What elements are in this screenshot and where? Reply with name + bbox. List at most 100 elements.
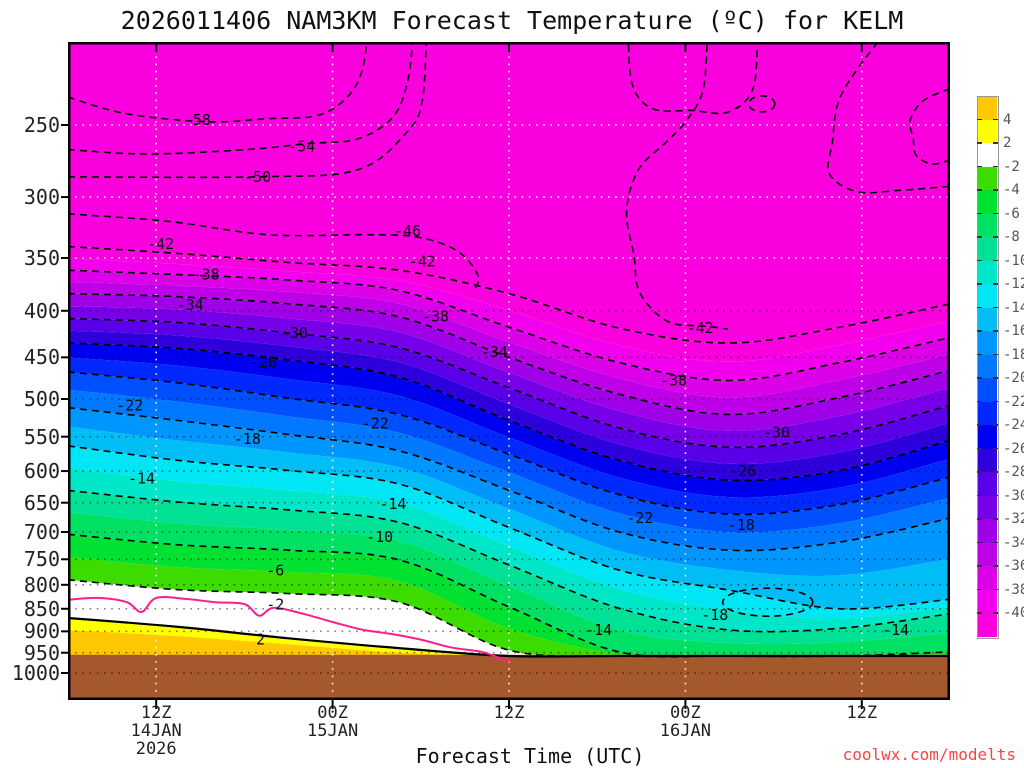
colorbar-tick [993,212,998,214]
colorbar-tick [993,330,998,332]
y-axis-label: 800 [23,572,60,597]
colorbar-segment [977,378,997,402]
colorbar-segment [977,96,997,120]
colorbar-label: 4 [1003,111,1012,128]
plot-area: -58 -54 -50 -46 -42 -42 -42 -38 -38 -38 -34 -34 -30-… [61,42,950,709]
contour-label: -38 [193,266,220,284]
colorbar-tick [993,236,998,238]
colorbar-tick [993,259,998,261]
x-axis-tick-label: 00Z 15JAN [307,703,359,741]
colorbar-segment [977,166,997,190]
colorbar-tick [977,118,982,120]
colorbar-label: -20 [1003,370,1024,386]
colorbar-segment [977,213,997,237]
contour-label: -34 [481,343,508,361]
x-axis-title: Forecast Time (UTC) [415,744,645,768]
contour-label: -46 [394,222,421,240]
colorbar-segment [977,613,997,637]
colorbar-tick [993,447,998,449]
colorbar-tick [993,424,998,426]
colorbar-label: -18 [1003,346,1024,363]
colorbar-label: -30 [1003,487,1024,504]
colorbar-tick [977,471,982,473]
colorbar-tick [993,118,998,120]
colorbar: 4 2 -2 -4 -6 -8 -10 -12 -14 -16 -18 -20 -22 -24 -26 -28… [977,96,1024,656]
contour-lines [68,42,950,663]
colorbar-label: -26 [1003,440,1024,457]
colorbar-tick [993,541,998,543]
contour-label: -18 [701,606,728,624]
colorbar-label: -2 [1003,158,1020,175]
colorbar-label: -24 [1003,417,1024,433]
colorbar-segment [977,566,997,590]
colorbar-tick [993,283,998,285]
colorbar-segment [977,119,997,143]
x-axis-tick-label: 12Z [493,703,525,723]
y-axis-label: 550 [23,424,60,449]
contour-label: -26 [250,354,277,372]
y-axis-label: 850 [23,596,60,621]
contour-label: -6 [266,562,284,580]
colorbar-tick [977,306,982,308]
y-axis-label: 350 [23,246,60,270]
y-axis-label: 900 [23,619,60,644]
contour-label: -22 [626,509,653,527]
contour-label: -42 [409,252,436,270]
colorbar-tick [993,565,998,567]
colorbar-tick [977,330,982,332]
contour-label: -26 [729,462,756,480]
y-axis-label: 600 [23,459,60,484]
y-axis-label: 300 [23,185,60,210]
colorbar-label: -22 [1003,393,1024,410]
colorbar-tick [977,565,982,567]
x-axis-tick-label: 00Z 16JAN [659,703,711,741]
colorbar-segment [977,190,997,214]
y-axis-label: 750 [23,547,60,572]
temperature-cross-section: -58-54-50-46-42-42-42-38-38-38-34-34-30-… [61,42,950,709]
watermark-link[interactable]: coolwx.com/modelts [842,745,1016,764]
colorbar-tick [993,189,998,191]
contour-label: -58 [184,111,211,129]
y-axis-label: 950 [23,640,60,665]
y-axis-label: 500 [23,387,60,411]
colorbar-segment [977,284,997,308]
zero-degree-line [68,596,510,663]
contour-label: -34 [176,296,203,314]
colorbar-tick [977,424,982,426]
colorbar-outline [977,96,999,639]
colorbar-tick [977,518,982,520]
colorbar-tick [977,189,982,191]
colorbar-segment [977,519,997,543]
colorbar-tick [977,377,982,379]
colorbar-tick [993,306,998,308]
colorbar-label: -16 [1003,323,1024,339]
colorbar-tick [993,518,998,520]
colorbar-tick [977,142,982,144]
colorbar-label: -40 [1003,605,1024,621]
colorbar-segment [977,307,997,331]
colorbar-tick [977,612,982,614]
contour-label: -30 [281,324,308,342]
colorbar-tick [977,259,982,261]
y-axis-label: 700 [23,520,60,544]
y-axis-label: 400 [23,298,60,323]
y-axis-label: 1000 [11,661,60,685]
colorbar-tick [993,400,998,402]
colorbar-label: -10 [1003,252,1024,269]
colorbar-label: 2 [1003,135,1012,151]
colorbar-label: -12 [1003,276,1024,292]
contour-label: -10 [366,528,393,546]
colorbar-tick [993,142,998,144]
colorbar-tick [977,400,982,402]
contour-label: -2 [266,596,284,614]
colorbar-segment [977,495,997,519]
contour-label: -42 [687,319,714,337]
colorbar-tick [993,612,998,614]
colorbar-tick [977,447,982,449]
contour-label: -50 [244,168,271,186]
contour-label: -38 [660,371,687,389]
colorbar-label: -4 [1003,182,1020,198]
contour-label: -18 [234,430,261,448]
contour-label: -22 [116,396,143,414]
colorbar-tick [977,236,982,238]
